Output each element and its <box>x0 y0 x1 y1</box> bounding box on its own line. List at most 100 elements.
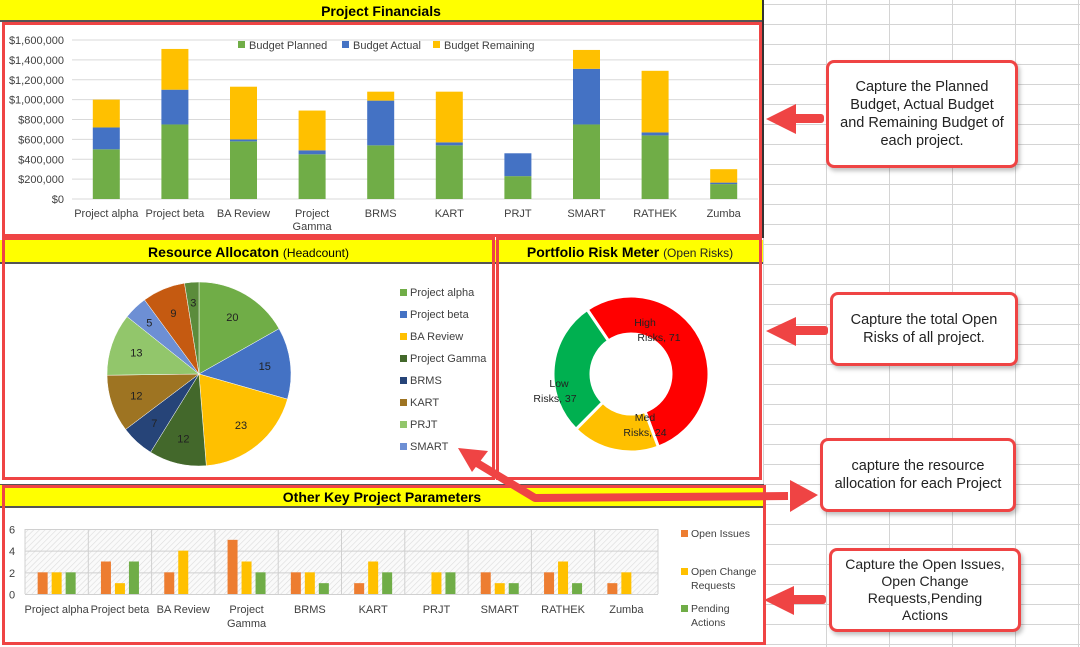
pie-data-label: 7 <box>151 418 157 430</box>
legend-label: Budget Planned <box>249 40 327 52</box>
legend-label: Project Gamma <box>410 353 487 365</box>
legend-swatch <box>400 443 407 450</box>
bar[interactable] <box>178 550 189 594</box>
x-axis-label: Project beta <box>91 604 151 616</box>
bar[interactable] <box>290 572 301 594</box>
y-axis-tick: $800,000 <box>18 115 64 127</box>
y-axis-tick: 0 <box>9 590 15 602</box>
bar[interactable] <box>572 583 583 594</box>
bar[interactable] <box>621 572 632 594</box>
bar-stack[interactable] <box>298 110 326 199</box>
legend-swatch <box>681 605 688 612</box>
bar[interactable] <box>508 583 519 594</box>
bar-stack[interactable] <box>435 91 463 199</box>
callout-params-line: Actions <box>902 607 948 623</box>
bar[interactable] <box>480 572 491 594</box>
pie-slice[interactable] <box>198 281 280 375</box>
x-axis-label: Project <box>295 208 329 220</box>
pie-slice[interactable] <box>198 328 292 400</box>
callout-resource-line: allocation for each Project <box>834 476 1002 492</box>
donut-data-label: Med <box>635 412 656 424</box>
x-axis-label: KART <box>435 208 464 220</box>
bar-stack[interactable] <box>573 49 600 199</box>
donut-segment[interactable] <box>551 307 611 432</box>
y-axis-tick: $1,600,000 <box>9 35 64 47</box>
callout-financials: Capture the Planned Budget, Actual Budge… <box>826 60 1018 168</box>
bar[interactable] <box>51 572 62 594</box>
bar[interactable] <box>241 561 252 595</box>
pie-slice[interactable] <box>184 281 200 375</box>
legend-label: Open Change <box>691 566 757 578</box>
bar[interactable] <box>128 561 139 595</box>
pie-data-label: 15 <box>259 361 271 373</box>
legend-swatch <box>400 289 407 296</box>
legend-label: BRMS <box>410 375 442 387</box>
resource-allocation-chart[interactable]: 20 15 23 12 7 12 13 5 9 3 Project alpha Project bet… <box>0 240 497 481</box>
y-axis-tick: $400,000 <box>18 154 64 166</box>
y-axis-tick: $0 <box>52 194 64 206</box>
callout-params-line: Requests,Pending <box>867 590 983 606</box>
bar[interactable] <box>318 583 329 594</box>
bar[interactable] <box>114 583 125 594</box>
bar-stack[interactable] <box>504 153 532 199</box>
bar[interactable] <box>382 572 393 594</box>
x-axis-label: Gamma <box>293 221 333 233</box>
bar[interactable] <box>368 561 379 595</box>
bar[interactable] <box>164 572 175 594</box>
bar[interactable] <box>354 583 365 594</box>
donut-segment[interactable] <box>585 294 711 449</box>
legend-swatch <box>681 530 688 537</box>
legend-label: Actions <box>691 617 725 629</box>
bar[interactable] <box>544 572 555 594</box>
donut-data-label: Risks, 71 <box>637 332 680 344</box>
bar[interactable] <box>445 572 456 594</box>
x-axis-label: SMART <box>567 208 606 220</box>
bar-stack[interactable] <box>230 86 257 199</box>
pie-slice[interactable] <box>198 373 288 466</box>
bar[interactable] <box>304 572 315 594</box>
x-axis-label: Zumba <box>707 208 742 220</box>
legend-swatch <box>433 41 440 48</box>
bar[interactable] <box>100 561 111 595</box>
legend-swatch <box>342 41 349 48</box>
resource-allocation-title: Resource Allocaton <box>148 244 280 260</box>
legend-swatch <box>681 568 688 575</box>
bar[interactable] <box>37 572 48 594</box>
legend-label: SMART <box>410 441 449 453</box>
callout-params-line: Open Change <box>881 573 969 589</box>
x-axis-label: Zumba <box>609 604 644 616</box>
bar[interactable] <box>494 583 505 594</box>
risk-meter-chart[interactable]: High Risks, 71 Med Risks, 24 Low Risks, 37 <box>497 240 763 481</box>
bar-stack[interactable] <box>92 99 120 199</box>
callout-financials-line: Budget, Actual Budget <box>850 97 994 113</box>
y-axis-tick: $1,200,000 <box>9 75 64 87</box>
bar[interactable] <box>65 572 76 594</box>
bar[interactable] <box>227 539 238 594</box>
project-financials-chart[interactable]: $1,600,000 $1,400,000 $1,200,000 $1,000,000… <box>0 0 764 238</box>
x-axis-label: PRJT <box>504 208 532 220</box>
x-axis-label: Project beta <box>146 208 206 220</box>
callout-financials-line: each project. <box>880 133 964 149</box>
x-axis-label: Gamma <box>227 618 267 630</box>
bar-stack[interactable] <box>710 169 738 199</box>
bar-stack[interactable] <box>641 70 669 199</box>
risk-meter-header: Portfolio Risk Meter (Open Risks) <box>497 240 763 264</box>
x-axis-label: RATHEK <box>633 208 677 220</box>
x-axis-label: SMART <box>481 604 520 616</box>
bar-stack[interactable] <box>161 48 189 199</box>
x-axis-label: BRMS <box>294 604 326 616</box>
bar[interactable] <box>431 572 442 594</box>
pie-data-label: 5 <box>146 317 152 329</box>
bar-stack[interactable] <box>367 91 395 199</box>
donut-data-label: Risks, 24 <box>623 427 666 439</box>
callout-risk-line: Risks of all project. <box>863 330 985 346</box>
bar[interactable] <box>558 561 569 595</box>
bar[interactable] <box>255 572 266 594</box>
y-axis-tick: 2 <box>9 568 15 580</box>
callout-risk-line: Capture the total Open <box>850 312 998 328</box>
legend-label: Open Issues <box>691 528 750 540</box>
key-parameters-chart[interactable]: 6 4 2 0 Project alpha Project beta BA Review Pr… <box>0 484 764 647</box>
resource-allocation-header: Resource Allocaton (Headcount) <box>0 240 497 264</box>
callout-risk: Capture the total Open Risks of all proj… <box>830 292 1018 366</box>
bar[interactable] <box>607 583 618 594</box>
